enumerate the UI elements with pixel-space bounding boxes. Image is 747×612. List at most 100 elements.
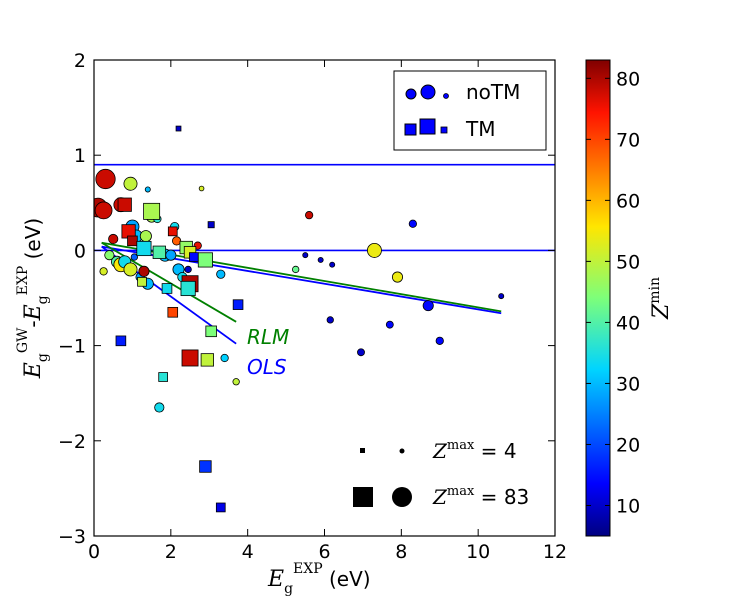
- legend-notm-label: noTM: [466, 80, 520, 104]
- point-tm-5: [167, 226, 178, 237]
- point-notm-45: [385, 320, 394, 329]
- point-tm-21: [181, 349, 199, 367]
- x-tick-label: 2: [165, 541, 177, 563]
- point-notm-36: [305, 211, 314, 220]
- point-notm-48: [498, 293, 505, 300]
- point-notm-44: [408, 219, 417, 228]
- point-notm-5: [144, 186, 151, 193]
- point-tm-14: [161, 283, 173, 294]
- point-notm-28: [184, 265, 192, 274]
- svg-text:EgEXP (eV): EgEXP (eV): [267, 561, 371, 597]
- point-tm-20: [115, 335, 127, 347]
- size-legend-large-zmax: Zmax = 83: [432, 484, 529, 509]
- ols-label: OLS: [247, 355, 287, 379]
- point-tm-12: [197, 252, 213, 268]
- point-notm-30: [216, 269, 226, 279]
- size-legend: Zmax = 4 Zmax = 83: [353, 438, 529, 509]
- y-tick-label: 2: [74, 50, 86, 72]
- y-tick-label: −2: [58, 431, 86, 453]
- colorbar-tick-label: 30: [616, 373, 640, 395]
- size-legend-large-square: [353, 487, 373, 507]
- x-tick-label: 4: [242, 541, 254, 563]
- legend-notm-marker-large: [420, 84, 436, 100]
- point-notm-12: [139, 230, 152, 243]
- point-notm-38: [317, 256, 324, 263]
- point-notm-6: [198, 185, 205, 192]
- size-legend-small-circle: [399, 448, 405, 454]
- svg-text:Zmin: Zmin: [647, 277, 674, 320]
- x-axis-label: EgEXP (eV): [267, 561, 371, 597]
- point-notm-32: [232, 378, 240, 386]
- point-notm-46: [422, 300, 434, 312]
- size-legend-small-square: [360, 448, 365, 453]
- colorbar-tick-label: 70: [616, 129, 640, 151]
- point-notm-43: [391, 271, 404, 283]
- point-notm-31: [220, 353, 229, 363]
- point-notm-37: [302, 252, 309, 259]
- svg-text:EgGW-EgEXP (eV): EgGW-EgEXP (eV): [15, 218, 51, 379]
- point-tm-24: [199, 460, 212, 473]
- point-notm-39: [329, 261, 336, 268]
- y-tick-label: 0: [74, 240, 86, 262]
- point-tm-13: [137, 276, 147, 287]
- colorbar-tick-label: 60: [616, 190, 640, 212]
- colorbar-tick-label: 40: [616, 312, 640, 334]
- legend-tm-label: TM: [465, 117, 495, 141]
- x-tick-label: 0: [88, 541, 100, 563]
- size-legend-large-circle: [392, 487, 412, 507]
- point-tm-18: [232, 299, 244, 310]
- point-notm-0: [95, 168, 116, 190]
- point-tm-11: [189, 252, 199, 262]
- point-tm-2: [143, 202, 161, 220]
- point-notm-2: [94, 201, 113, 220]
- point-notm-13: [104, 250, 115, 261]
- point-tm-22: [200, 353, 214, 367]
- point-tm-1: [117, 197, 132, 212]
- x-tick-label: 6: [318, 541, 330, 563]
- point-notm-42: [366, 242, 382, 258]
- point-notm-9: [108, 233, 119, 245]
- legend-tm-marker-small: [440, 126, 448, 134]
- point-tm-6: [127, 235, 138, 247]
- point-notm-47: [435, 336, 444, 345]
- legend-notm-marker-small: [443, 93, 449, 99]
- point-tm-8: [152, 245, 166, 259]
- point-notm-17: [123, 262, 138, 277]
- legend: noTM TM: [393, 70, 547, 151]
- point-notm-33: [154, 402, 165, 413]
- colorbar-tick-label: 50: [616, 251, 640, 273]
- legend-box: [393, 70, 547, 151]
- y-tick-label: −1: [58, 336, 86, 358]
- point-tm-16: [180, 280, 196, 297]
- point-notm-34: [99, 267, 108, 276]
- point-notm-40: [326, 316, 334, 324]
- point-notm-21: [138, 265, 150, 277]
- point-tm-25: [215, 502, 226, 513]
- point-notm-27: [172, 236, 182, 246]
- point-tm-19: [205, 325, 217, 338]
- legend-tm-marker-medium: [404, 123, 417, 136]
- point-tm-17: [167, 306, 179, 318]
- colorbar-tick-label: 80: [616, 68, 640, 90]
- legend-notm-marker-medium: [405, 88, 417, 100]
- x-tick-label: 12: [543, 541, 567, 563]
- x-tick-label: 10: [466, 541, 490, 563]
- point-tm-23: [158, 372, 168, 382]
- y-axis-label: EgGW-EgEXP (eV): [15, 218, 51, 379]
- point-notm-18: [130, 253, 138, 261]
- point-notm-4: [123, 176, 138, 191]
- point-notm-35: [292, 265, 300, 274]
- colorbar: 80 70 60 50 40 30 20 10 Zmin: [585, 59, 674, 537]
- point-notm-41: [357, 348, 365, 357]
- colorbar-tick-label: 20: [616, 434, 640, 456]
- rlm-label: RLM: [247, 325, 289, 349]
- colorbar-label: Zmin: [647, 277, 674, 320]
- x-tick-label: 8: [395, 541, 407, 563]
- colorbar-gradient: [585, 59, 611, 537]
- y-tick-label: −3: [58, 526, 86, 548]
- point-tm-0: [175, 125, 182, 132]
- point-notm-26: [165, 249, 177, 261]
- legend-tm-marker-large: [419, 118, 436, 135]
- size-legend-small-zmax: Zmax = 4: [432, 438, 517, 463]
